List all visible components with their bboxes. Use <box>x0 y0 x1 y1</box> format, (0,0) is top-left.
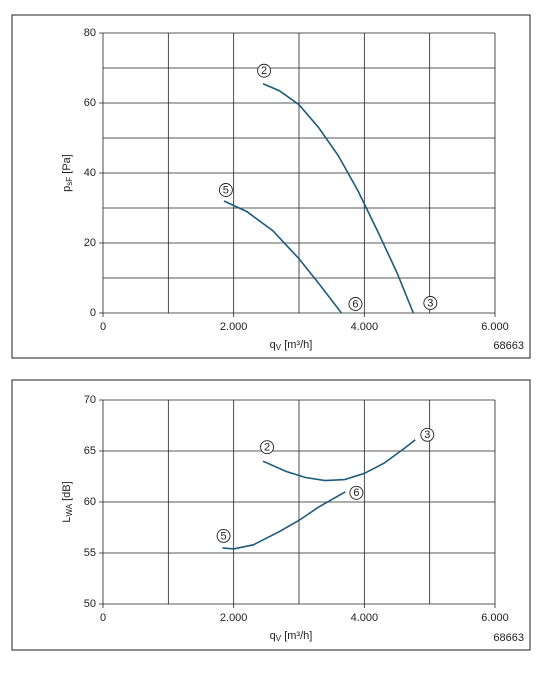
x-label-unit: [m³/h] <box>281 339 312 351</box>
curve-label: 6 <box>352 298 358 310</box>
curve-label: 3 <box>427 297 433 309</box>
curve-label-circle <box>420 427 435 442</box>
y-label-main: L <box>61 517 73 523</box>
y-tick-label: 0 <box>90 307 96 319</box>
panel-frame <box>11 379 531 651</box>
y-label-sub: WA <box>65 503 74 516</box>
x-label-sub: V <box>276 343 282 352</box>
y-label-sub: sF <box>65 177 74 186</box>
x-label-unit: [m³/h] <box>281 630 312 642</box>
y-label-main: p <box>61 186 73 192</box>
y-axis-label: psF [Pa] <box>61 154 74 192</box>
x-label-main: q <box>270 630 276 642</box>
y-tick-label: 60 <box>84 97 96 109</box>
x-label-sub: V <box>276 634 282 643</box>
x-tick-label: 4.000 <box>351 612 379 624</box>
y-tick-label: 80 <box>84 27 96 39</box>
curve <box>222 491 346 550</box>
x-tick-label: 4.000 <box>351 321 379 333</box>
y-tick-label: 60 <box>84 496 96 508</box>
curve-label-circle <box>423 296 438 310</box>
x-tick-label: 2.000 <box>220 612 248 624</box>
x-tick-label: 6.000 <box>481 612 509 624</box>
x-axis-label: qV [m³/h] <box>270 339 313 352</box>
curve <box>223 200 343 314</box>
panel-frame <box>11 14 531 359</box>
y-tick-label: 70 <box>84 394 96 406</box>
y-axis-label: LWA [dB] <box>61 481 74 522</box>
curve-label: 2 <box>264 442 270 454</box>
x-tick-label: 0 <box>100 612 106 624</box>
curve-label-circle <box>349 485 364 500</box>
curve-label: 6 <box>353 487 359 499</box>
curve-label: 2 <box>261 65 267 77</box>
y-label-unit: [dB] <box>61 481 73 504</box>
curve-label-circle <box>218 183 233 197</box>
figure-code: 68663 <box>493 340 524 352</box>
x-tick-label: 0 <box>100 321 106 333</box>
curve-label-circle <box>216 528 231 543</box>
curve <box>262 439 416 482</box>
curve-label-circle <box>348 297 363 311</box>
x-tick-label: 6.000 <box>481 321 509 333</box>
y-tick-label: 40 <box>84 167 96 179</box>
curve-label: 5 <box>220 530 226 542</box>
y-tick-label: 50 <box>84 598 96 610</box>
y-tick-label: 20 <box>84 237 96 249</box>
curve-label-circle <box>257 63 272 78</box>
y-tick-label: 55 <box>84 547 96 559</box>
curve <box>262 83 415 314</box>
x-tick-label: 2.000 <box>220 321 248 333</box>
x-axis-label: qV [m³/h] <box>270 630 313 643</box>
curve-label-circle <box>260 440 275 455</box>
curve-label: 5 <box>223 184 229 196</box>
x-label-main: q <box>270 339 276 351</box>
y-label-unit: [Pa] <box>61 154 73 177</box>
y-tick-label: 65 <box>84 445 96 457</box>
curve-label: 3 <box>424 429 430 441</box>
figure-code: 68663 <box>493 632 524 644</box>
